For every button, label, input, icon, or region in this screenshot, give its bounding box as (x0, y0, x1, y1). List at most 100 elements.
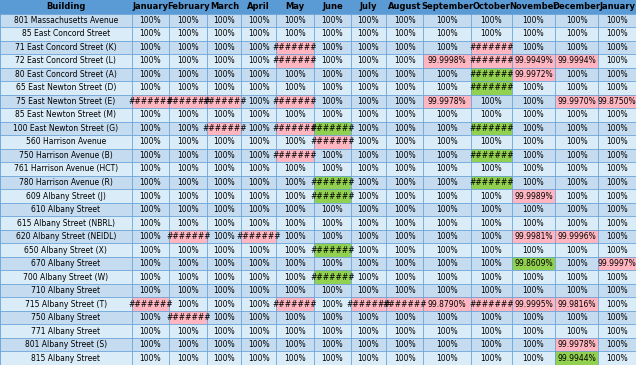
Text: October: October (473, 2, 510, 11)
Text: February: February (167, 2, 210, 11)
Text: December: December (553, 2, 600, 11)
Text: 100%: 100% (436, 205, 458, 214)
Bar (169, 297, 207, 311)
Text: March: March (210, 2, 239, 11)
Bar (385, 149, 424, 162)
Bar (207, 216, 242, 230)
Text: 100%: 100% (481, 29, 502, 38)
Bar (207, 189, 242, 203)
Bar (385, 216, 424, 230)
Text: 100%: 100% (177, 354, 199, 363)
Text: 99.9978%: 99.9978% (557, 340, 596, 349)
Bar (352, 162, 385, 176)
Text: 100%: 100% (214, 192, 235, 200)
Bar (352, 108, 385, 122)
Text: 100 East Newton Street (G): 100 East Newton Street (G) (13, 124, 118, 133)
Bar (0, 162, 132, 176)
Bar (132, 203, 169, 216)
Bar (207, 122, 242, 135)
Text: 100%: 100% (357, 83, 379, 92)
Bar (555, 176, 598, 189)
Text: 100%: 100% (523, 29, 544, 38)
Bar (314, 176, 352, 189)
Bar (207, 338, 242, 351)
Text: 100%: 100% (523, 178, 544, 187)
Bar (471, 338, 512, 351)
Bar (314, 189, 352, 203)
Text: 100%: 100% (357, 354, 379, 363)
Text: #######: ####### (272, 124, 317, 133)
Bar (207, 297, 242, 311)
Bar (314, 135, 352, 149)
Bar (132, 162, 169, 176)
Text: 100%: 100% (214, 29, 235, 38)
Bar (598, 27, 636, 41)
Text: 100%: 100% (394, 354, 415, 363)
Text: 100%: 100% (284, 273, 305, 282)
Bar (598, 189, 636, 203)
Text: 100%: 100% (214, 219, 235, 227)
Text: 100%: 100% (214, 138, 235, 146)
Text: 100%: 100% (177, 205, 199, 214)
Bar (207, 95, 242, 108)
Bar (132, 122, 169, 135)
Text: 100%: 100% (322, 165, 343, 173)
Bar (242, 324, 275, 338)
Text: 100%: 100% (357, 327, 379, 336)
Bar (0, 27, 132, 41)
Text: 100%: 100% (436, 165, 458, 173)
Text: 100%: 100% (566, 29, 588, 38)
Text: #######: ####### (310, 138, 355, 146)
Bar (275, 351, 314, 365)
Bar (352, 257, 385, 270)
Text: 650 Albany Street (X): 650 Albany Street (X) (24, 246, 107, 255)
Bar (471, 257, 512, 270)
Bar (132, 243, 169, 257)
Bar (352, 14, 385, 27)
Bar (242, 81, 275, 95)
Text: 100%: 100% (214, 83, 235, 92)
Text: 100%: 100% (214, 340, 235, 349)
Text: 100%: 100% (248, 70, 270, 79)
Bar (598, 203, 636, 216)
Bar (385, 338, 424, 351)
Text: 100%: 100% (140, 29, 162, 38)
Bar (242, 108, 275, 122)
Bar (207, 324, 242, 338)
Text: 100%: 100% (394, 97, 415, 106)
Text: 100%: 100% (566, 110, 588, 119)
Text: 75 East Newton Street (E): 75 East Newton Street (E) (16, 97, 115, 106)
Bar (242, 243, 275, 257)
Bar (242, 176, 275, 189)
Text: 100%: 100% (394, 219, 415, 227)
Bar (385, 68, 424, 81)
Text: 100%: 100% (214, 151, 235, 160)
Bar (555, 243, 598, 257)
Text: 99.9978%: 99.9978% (428, 97, 466, 106)
Text: 100%: 100% (606, 151, 628, 160)
Text: 100%: 100% (357, 124, 379, 133)
Text: 100%: 100% (394, 286, 415, 295)
Text: 771 Albany Street: 771 Albany Street (31, 327, 100, 336)
Text: 715 Albany Street (T): 715 Albany Street (T) (25, 300, 107, 309)
Bar (169, 324, 207, 338)
Text: 100%: 100% (394, 124, 415, 133)
Text: 100%: 100% (248, 205, 270, 214)
Text: 100%: 100% (481, 205, 502, 214)
Bar (0, 149, 132, 162)
Bar (512, 230, 555, 243)
Text: 100%: 100% (140, 219, 162, 227)
Text: 85 East Newton Street (M): 85 East Newton Street (M) (15, 110, 116, 119)
Text: 100%: 100% (523, 124, 544, 133)
Bar (0, 176, 132, 189)
Bar (352, 95, 385, 108)
Bar (424, 176, 471, 189)
Bar (352, 284, 385, 297)
Text: 100%: 100% (284, 219, 305, 227)
Text: 100%: 100% (214, 16, 235, 25)
Text: 100%: 100% (284, 232, 305, 241)
Bar (385, 257, 424, 270)
Bar (352, 297, 385, 311)
Text: January: January (132, 2, 169, 11)
Text: 100%: 100% (140, 16, 162, 25)
